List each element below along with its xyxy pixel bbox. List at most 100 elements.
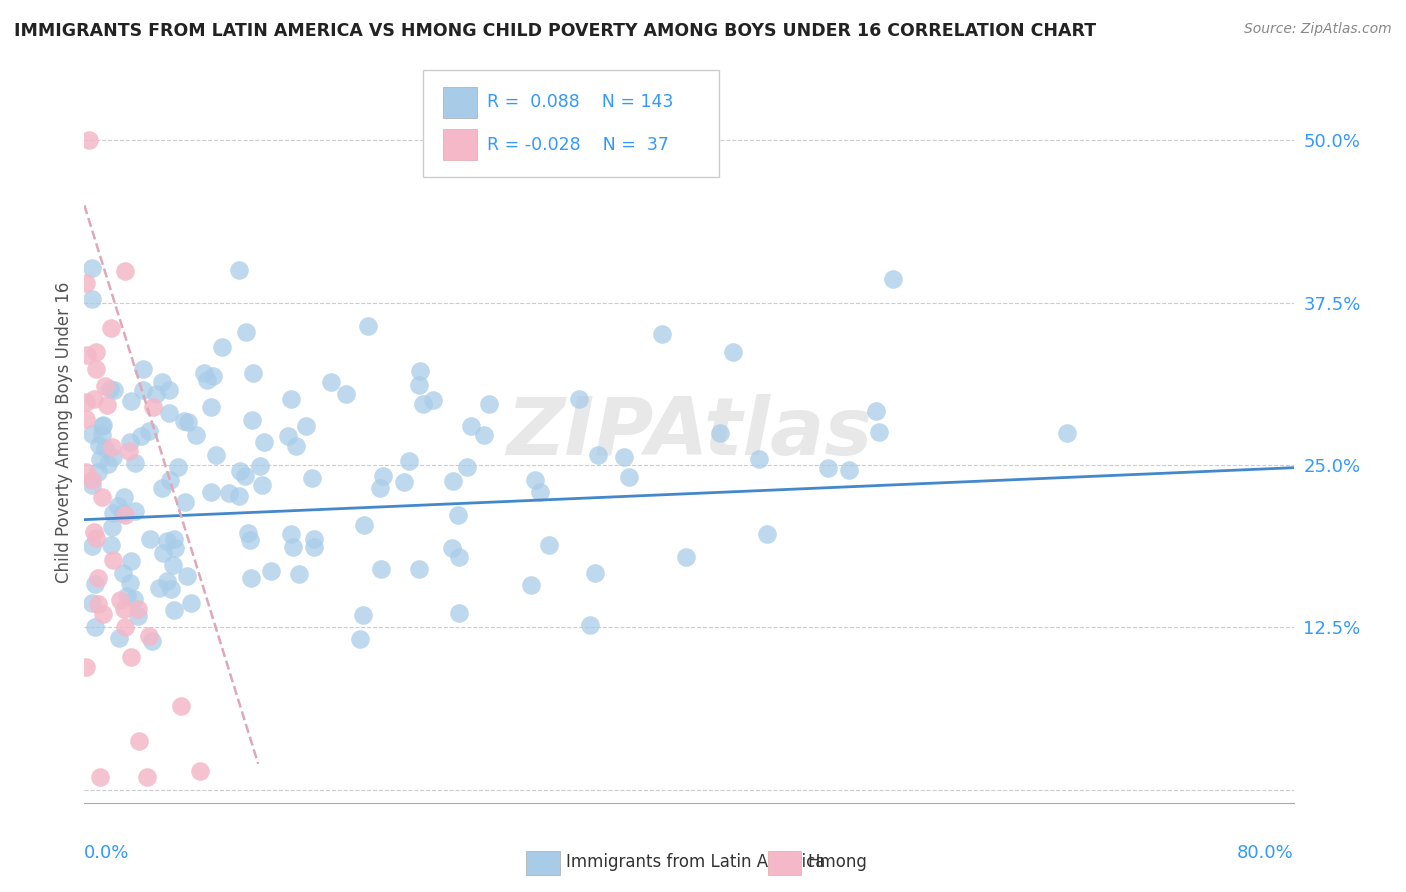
Point <box>176 569 198 583</box>
Point <box>101 519 124 533</box>
Point <box>148 581 170 595</box>
Point <box>83 525 105 540</box>
Point <box>422 393 444 408</box>
Point <box>96 398 118 412</box>
Point <box>211 340 233 354</box>
Point <box>160 582 183 596</box>
Point <box>302 541 325 555</box>
Point <box>107 500 129 514</box>
Point <box>94 441 117 455</box>
Point <box>229 464 252 478</box>
Point <box>80 426 103 441</box>
Y-axis label: Child Poverty Among Boys Under 16: Child Poverty Among Boys Under 16 <box>55 282 73 583</box>
Point <box>371 468 394 483</box>
Point <box>236 525 259 540</box>
Point <box>205 448 228 462</box>
Point <box>80 292 103 306</box>
Point <box>239 533 262 547</box>
Point <box>83 392 105 407</box>
Point <box>157 383 180 397</box>
Point <box>349 632 371 647</box>
Point <box>288 567 311 582</box>
Point <box>103 383 125 397</box>
Bar <box>768 851 801 875</box>
Point <box>150 481 173 495</box>
Point <box>583 566 606 580</box>
Point <box>568 392 591 407</box>
Point <box>112 602 135 616</box>
Point <box>101 440 124 454</box>
Text: IMMIGRANTS FROM LATIN AMERICA VS HMONG CHILD POVERTY AMONG BOYS UNDER 16 CORRELA: IMMIGRANTS FROM LATIN AMERICA VS HMONG C… <box>14 22 1097 40</box>
Text: 80.0%: 80.0% <box>1237 844 1294 862</box>
Point <box>87 572 110 586</box>
Point <box>538 538 561 552</box>
Point <box>84 345 107 359</box>
Point <box>114 263 136 277</box>
Bar <box>443 87 478 118</box>
Point <box>111 506 134 520</box>
Point <box>82 539 104 553</box>
Point <box>124 456 146 470</box>
Bar <box>443 129 478 161</box>
Point <box>128 733 150 747</box>
Point <box>138 629 160 643</box>
Point <box>460 418 482 433</box>
Point <box>84 362 107 376</box>
Point <box>76 348 98 362</box>
Point <box>80 473 103 487</box>
Point <box>177 415 200 429</box>
Point <box>159 473 181 487</box>
Point <box>235 469 257 483</box>
Text: R = -0.028    N =  37: R = -0.028 N = 37 <box>486 136 669 153</box>
Point <box>127 601 149 615</box>
Point <box>228 489 250 503</box>
Point <box>723 345 745 359</box>
Point <box>193 367 215 381</box>
Point <box>138 424 160 438</box>
Point <box>84 620 107 634</box>
Point <box>353 518 375 533</box>
Point <box>613 450 636 464</box>
Point <box>124 504 146 518</box>
Point <box>447 607 470 621</box>
Point <box>184 428 207 442</box>
Text: Hmong: Hmong <box>807 853 868 871</box>
Point <box>122 591 145 606</box>
Point <box>352 608 374 623</box>
Text: R =  0.088    N = 143: R = 0.088 N = 143 <box>486 94 673 112</box>
Point <box>165 541 187 556</box>
Point <box>108 593 131 607</box>
Point <box>90 428 112 442</box>
Point <box>157 406 180 420</box>
Point <box>188 764 211 779</box>
Point <box>132 362 155 376</box>
FancyBboxPatch shape <box>423 70 720 178</box>
Point <box>139 532 162 546</box>
Point <box>155 574 177 588</box>
Point <box>89 438 111 452</box>
Point <box>228 262 250 277</box>
Point <box>370 482 392 496</box>
Point <box>114 508 136 522</box>
Text: ZIPAtlas: ZIPAtlas <box>506 393 872 472</box>
Point <box>356 319 378 334</box>
Point <box>120 394 142 409</box>
Point <box>80 596 103 610</box>
Point <box>277 429 299 443</box>
Point <box>447 508 470 522</box>
Point <box>398 454 420 468</box>
Point <box>135 770 157 784</box>
Point <box>392 475 415 489</box>
Point <box>195 373 218 387</box>
Point <box>408 562 430 576</box>
Point <box>127 608 149 623</box>
Point <box>294 419 316 434</box>
Point <box>755 527 778 541</box>
Point <box>118 443 141 458</box>
Point <box>100 321 122 335</box>
Point <box>200 400 222 414</box>
Point <box>285 438 308 452</box>
Point <box>120 434 142 449</box>
Point <box>180 596 202 610</box>
Point <box>370 562 392 576</box>
